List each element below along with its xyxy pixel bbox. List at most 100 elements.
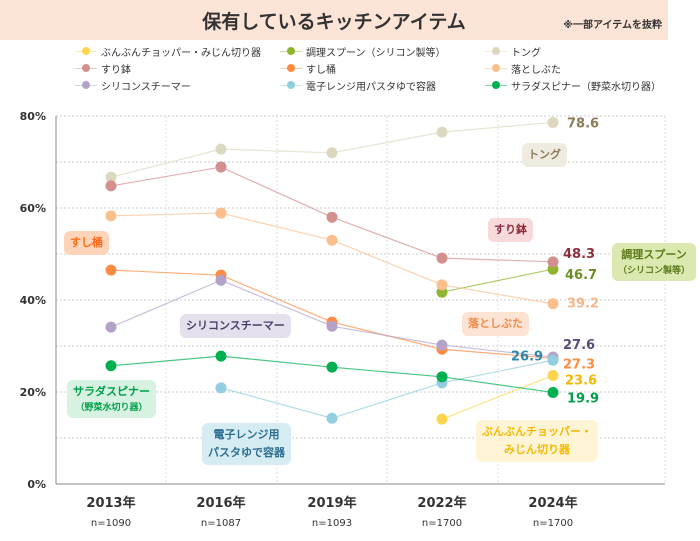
legend-label: 落としぶた <box>511 64 561 76</box>
legend-label: サラダスピナー（野菜水切り器） <box>511 81 661 93</box>
legend-label: すり鉢 <box>101 64 131 76</box>
legend-marker <box>75 80 97 90</box>
data-point <box>326 412 338 424</box>
chart-title: 保有しているキッチンアイテム <box>202 11 466 33</box>
data-label: 27.6 <box>563 338 595 353</box>
legend-item: ぶんぶんチョッパー・みじん切り器 <box>75 44 280 59</box>
data-point <box>105 171 117 183</box>
legend-item: 調理スプーン（シリコン製等） <box>280 44 485 59</box>
data-point <box>215 143 227 155</box>
callout-text: 落としぶた <box>468 317 523 330</box>
sample-size-label: n=1700 <box>422 518 462 529</box>
legend-marker <box>485 46 507 56</box>
legend-item: サラダスピナー（野菜水切り器） <box>485 78 685 93</box>
data-point <box>547 256 559 268</box>
callout-text: すし桶 <box>70 236 103 249</box>
data-label: 48.3 <box>563 247 595 262</box>
data-point <box>436 126 448 138</box>
data-point <box>215 207 227 219</box>
title-bar: 保有しているキッチンアイテム ※一部アイテムを抜粋 <box>0 0 668 40</box>
data-point <box>326 320 338 332</box>
data-point <box>547 369 559 381</box>
legend-label: トング <box>511 47 541 59</box>
data-label: 26.9 <box>511 349 543 364</box>
callout-text: （野菜水切り器） <box>75 403 148 413</box>
data-point <box>436 413 448 425</box>
legend-item: 電子レンジ用パスタゆで容器 <box>280 78 485 93</box>
sample-size-label: n=1090 <box>91 518 131 529</box>
callout-text: （シリコン製等） <box>618 266 691 276</box>
series-callout: トング <box>522 143 567 167</box>
legend-marker <box>280 63 302 73</box>
callout-text: 電子レンジ用 <box>213 428 280 441</box>
y-tick-label: 40% <box>20 294 46 307</box>
sample-size-label: n=1093 <box>312 518 352 529</box>
y-tick-label: 20% <box>20 386 46 399</box>
legend-marker <box>485 80 507 90</box>
callout-text: シリコンスチーマー <box>186 319 285 332</box>
data-point <box>105 180 117 192</box>
sample-size-label: n=1700 <box>533 518 573 529</box>
sample-size-label: n=1087 <box>201 518 241 529</box>
legend-item: すり鉢 <box>75 61 280 76</box>
data-label: 23.6 <box>565 373 597 388</box>
data-point <box>326 361 338 373</box>
data-point <box>215 161 227 173</box>
data-point <box>215 350 227 362</box>
series-line <box>441 374 554 420</box>
x-tick-label: 2016年 <box>196 495 245 511</box>
series-callout: サラダスピナー （野菜水切り器） <box>67 380 156 418</box>
callout-text: サラダスピナー <box>73 385 150 398</box>
data-label: 27.3 <box>563 357 595 372</box>
series-callout: 落としぶた <box>462 312 529 336</box>
series-callout: 電子レンジ用 パスタゆで容器 <box>202 423 291 465</box>
data-point <box>105 360 117 372</box>
legend-marker <box>280 46 302 56</box>
x-tick-label: 2019年 <box>307 495 356 511</box>
data-point <box>436 339 448 351</box>
callout-text: 調理スプーン <box>621 248 687 261</box>
legend-item: すし桶 <box>280 61 485 76</box>
y-tick-label: 0% <box>27 478 46 491</box>
legend-marker <box>75 46 97 56</box>
data-point <box>215 274 227 286</box>
data-point <box>547 354 559 366</box>
x-tick-label: 2022年 <box>417 495 466 511</box>
series-callout: ぶんぶんチョッパー・ みじん切り器 <box>476 420 598 462</box>
data-point <box>326 147 338 159</box>
data-point <box>326 211 338 223</box>
callout-text: すり鉢 <box>494 223 527 236</box>
data-label: 39.2 <box>567 297 599 312</box>
series-callout: 調理スプーン （シリコン製等） <box>612 243 697 281</box>
legend-label: 電子レンジ用パスタゆで容器 <box>306 81 436 93</box>
data-point <box>436 279 448 291</box>
legend-item: トング <box>485 44 685 59</box>
series-callout: シリコンスチーマー <box>180 314 291 338</box>
x-tick-label: 2024年 <box>528 495 577 511</box>
legend-item: シリコンスチーマー <box>75 78 280 93</box>
x-tick-label: 2013年 <box>86 495 135 511</box>
legend-marker <box>75 63 97 73</box>
data-point <box>436 252 448 264</box>
callout-text: ぶんぶんチョッパー・ <box>482 425 592 438</box>
data-label: 78.6 <box>567 116 599 131</box>
data-label: 46.7 <box>565 268 597 283</box>
data-point <box>547 116 559 128</box>
callout-text: みじん切り器 <box>504 443 570 456</box>
data-point <box>105 264 117 276</box>
legend-marker <box>280 80 302 90</box>
legend-item: 落としぶた <box>485 61 685 76</box>
legend-label: シリコンスチーマー <box>101 81 191 93</box>
series-line <box>220 359 554 419</box>
data-point <box>436 371 448 383</box>
legend-label: 調理スプーン（シリコン製等） <box>306 47 446 59</box>
legend-label: すし桶 <box>306 64 336 76</box>
data-point <box>105 321 117 333</box>
series-line <box>110 212 554 305</box>
data-point <box>547 386 559 398</box>
y-tick-label: 80% <box>20 110 46 123</box>
note: ※一部アイテムを抜粋 <box>563 20 662 31</box>
callout-text: トング <box>528 148 561 161</box>
data-point <box>326 234 338 246</box>
